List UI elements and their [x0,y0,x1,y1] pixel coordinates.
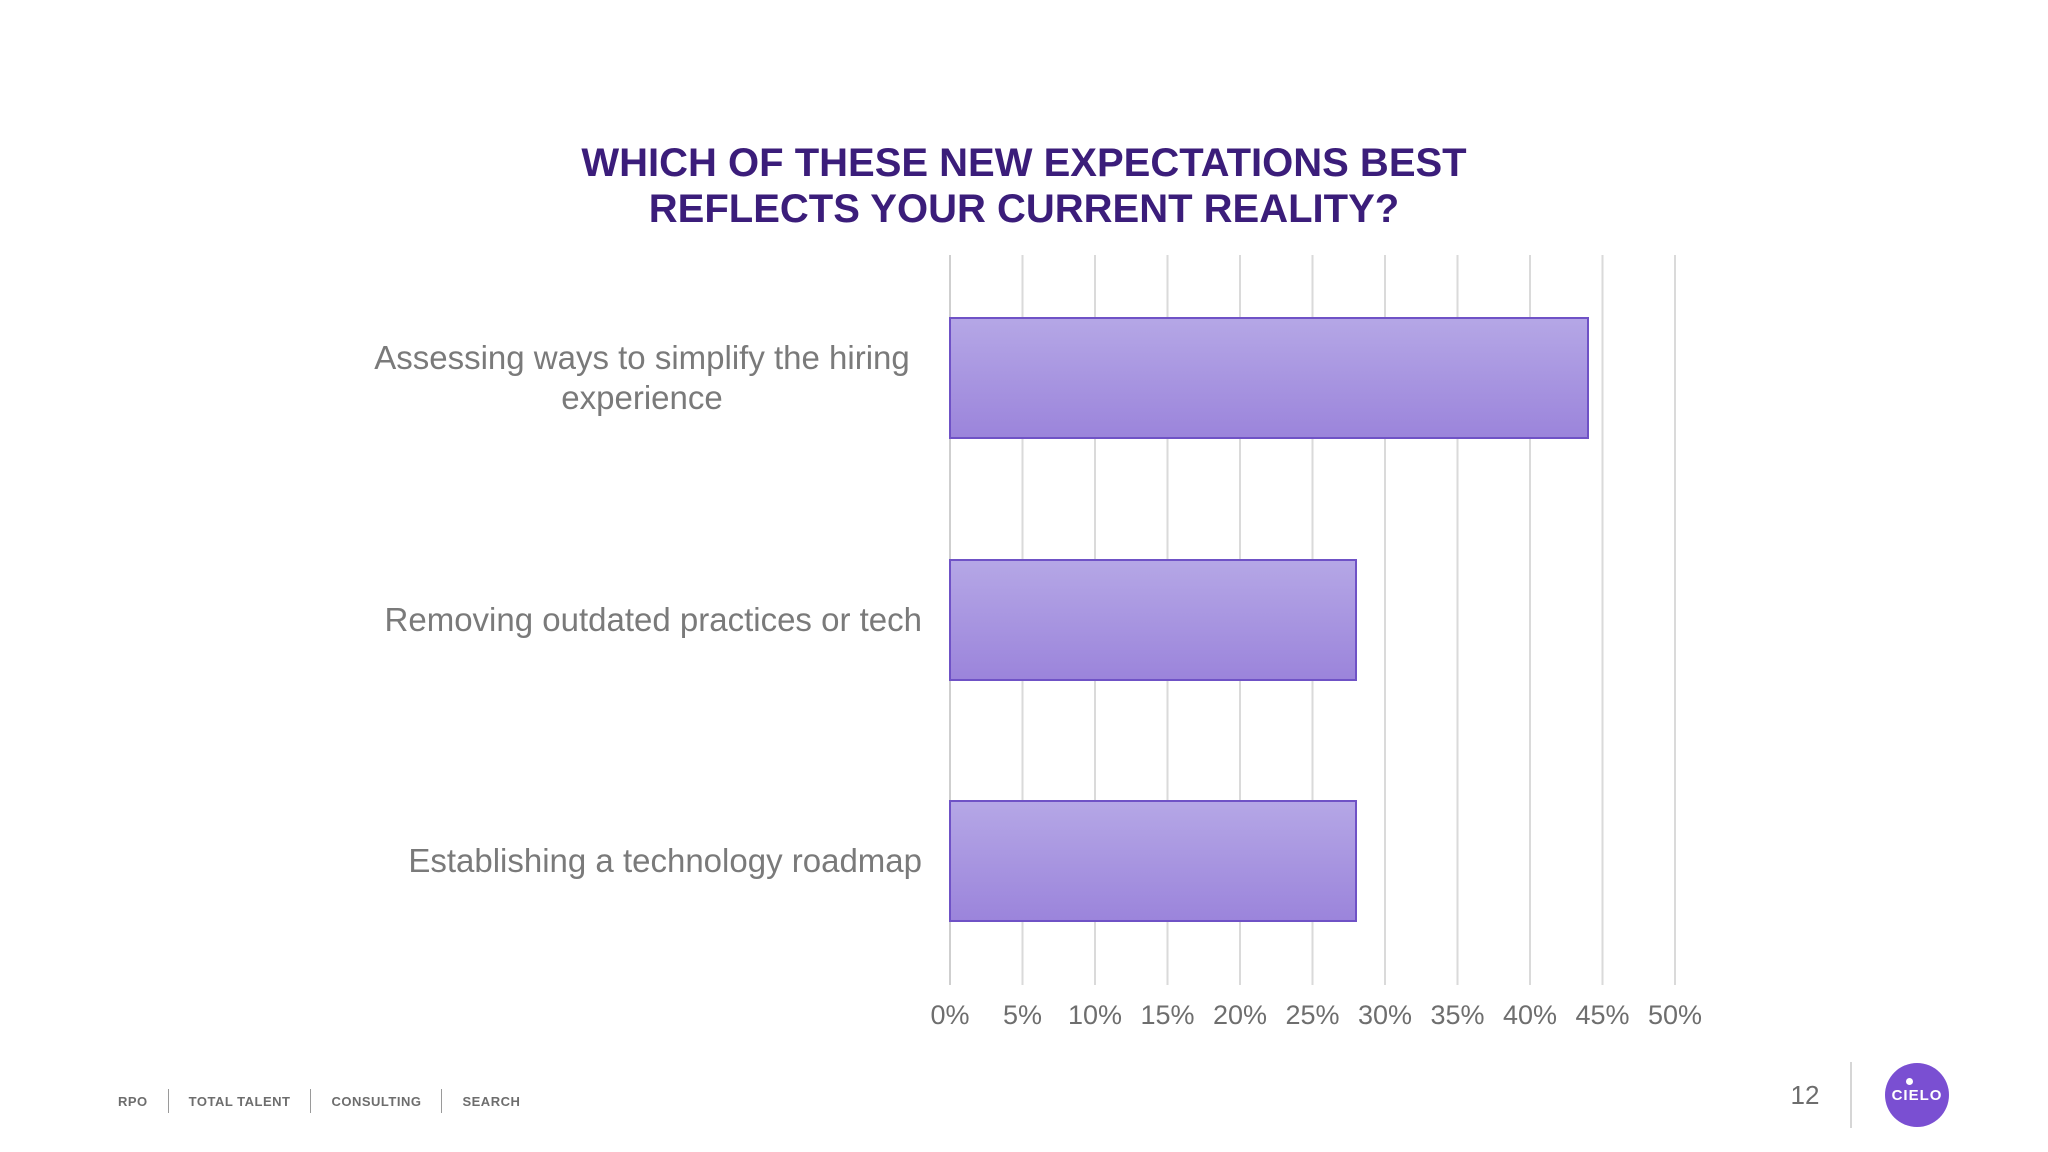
bar [949,800,1357,922]
x-tick-label: 20% [1213,1000,1267,1030]
x-tick-label: 10% [1068,1000,1122,1030]
cielo-logo: CIELO [1885,1063,1949,1127]
footer-item-total-talent: TOTAL TALENT [188,1093,291,1109]
footer-nav: RPO TOTAL TALENT CONSULTING SEARCH [118,1089,540,1113]
bar [949,317,1589,439]
logo-dot-icon [1906,1078,1913,1085]
bar [949,559,1357,681]
category-label: Assessing ways to simplify the hiring [374,339,910,376]
footer-separator [441,1089,443,1113]
x-tick-label: 45% [1575,1000,1629,1030]
x-tick-label: 30% [1358,1000,1412,1030]
footer-separator [310,1089,312,1113]
x-tick-label: 0% [930,1000,969,1030]
category-label: Removing outdated practices or tech [385,601,922,638]
category-labels: Assessing ways to simplify the hiringexp… [374,339,922,879]
x-tick-label: 35% [1430,1000,1484,1030]
logo-text: CIELO [1891,1086,1943,1104]
footer-item-consulting: CONSULTING [331,1093,422,1109]
x-tick-label: 5% [1003,1000,1042,1030]
x-tick-label: 15% [1140,1000,1194,1030]
x-axis-tick-labels: 0% 5% 10% 15% 20% 25% 30% 35% 40% 45% 50% [930,1000,1702,1030]
title-line-2: REFLECTS YOUR CURRENT REALITY? [648,187,1400,231]
footer-divider [1850,1062,1852,1128]
bars [949,317,1589,922]
x-tick-label: 50% [1648,1000,1702,1030]
x-tick-label: 25% [1285,1000,1339,1030]
footer-separator [167,1089,169,1113]
category-label: experience [561,379,722,416]
slide-title: WHICH OF THESE NEW EXPECTATIONS BEST REF… [0,140,2048,232]
page-number: 12 [1790,1080,1820,1110]
footer-item-search: SEARCH [462,1093,521,1109]
title-line-1: WHICH OF THESE NEW EXPECTATIONS BEST [581,141,1467,185]
x-tick-label: 40% [1503,1000,1557,1030]
category-label: Establishing a technology roadmap [408,842,922,879]
footer-item-rpo: RPO [118,1093,148,1109]
